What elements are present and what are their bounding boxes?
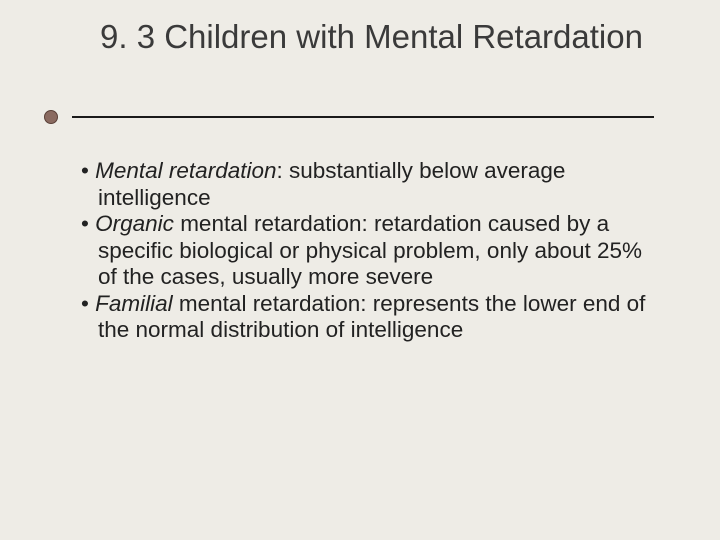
body-area: Mental retardation: substantially below …: [68, 158, 663, 344]
list-item: Mental retardation: substantially below …: [68, 158, 663, 211]
bullet-rest: mental retardation: retardation caused b…: [98, 211, 642, 289]
slide-title: 9. 3 Children with Mental Retardation: [100, 18, 655, 57]
horizontal-rule: [72, 116, 654, 118]
rule-dot-icon: [44, 110, 58, 124]
list-item: Familial mental retardation: represents …: [68, 291, 663, 344]
bullet-italic-lead: Mental retardation: [95, 158, 276, 183]
bullet-italic-lead: Familial: [95, 291, 173, 316]
bullet-italic-lead: Organic: [95, 211, 174, 236]
title-area: 9. 3 Children with Mental Retardation: [100, 18, 655, 57]
bullet-list: Mental retardation: substantially below …: [68, 158, 663, 344]
bullet-rest: mental retardation: represents the lower…: [98, 291, 645, 343]
list-item: Organic mental retardation: retardation …: [68, 211, 663, 291]
